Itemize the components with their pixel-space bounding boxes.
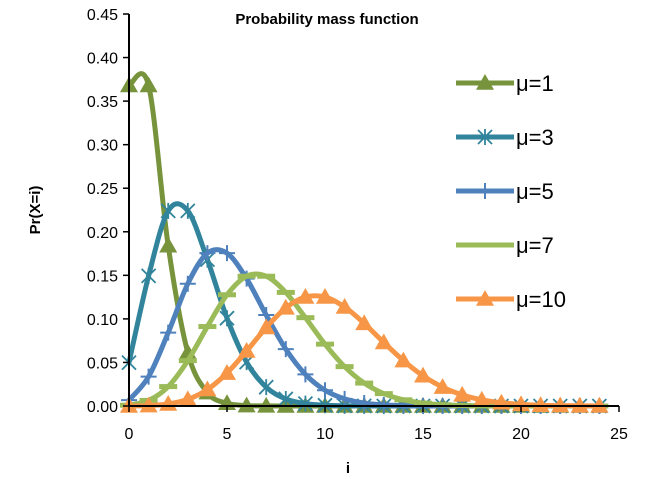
data-point — [335, 297, 354, 314]
legend-item: μ=7 — [456, 233, 554, 258]
x-axis-title: i — [346, 460, 350, 477]
data-point — [179, 275, 196, 292]
axes-layer — [128, 14, 619, 407]
data-point — [551, 396, 570, 413]
data-point — [180, 202, 196, 219]
data-point — [296, 315, 315, 321]
legend-label: μ=10 — [516, 287, 566, 312]
legend-marker — [477, 183, 493, 199]
data-point — [140, 267, 157, 284]
series-line — [126, 293, 602, 409]
data-point — [472, 390, 491, 407]
data-point — [414, 366, 432, 383]
data-point — [218, 292, 236, 298]
data-point — [159, 384, 178, 390]
data-point — [590, 396, 609, 413]
data-point — [257, 318, 276, 335]
data-point — [336, 390, 353, 407]
legend-item: μ=3 — [456, 125, 554, 150]
y-tick-label: 0.00 — [87, 399, 118, 416]
data-point — [394, 351, 413, 368]
data-point — [160, 202, 176, 219]
data-point — [219, 245, 235, 262]
data-point — [375, 396, 392, 413]
data-point — [355, 314, 374, 331]
data-point — [198, 324, 217, 330]
x-tick-label: 25 — [610, 426, 628, 443]
data-point — [140, 368, 157, 385]
data-point — [356, 395, 373, 412]
y-tick-label: 0.35 — [87, 94, 118, 111]
legend-marker — [477, 129, 493, 145]
data-point — [394, 397, 413, 403]
legend-marker — [476, 242, 494, 248]
data-point — [414, 400, 432, 406]
data-point — [335, 364, 354, 370]
y-tick-label: 0.15 — [87, 268, 118, 285]
data-point — [512, 395, 530, 412]
data-point — [218, 364, 236, 380]
data-point — [316, 288, 334, 304]
data-point — [531, 396, 550, 412]
data-point — [317, 382, 333, 399]
data-point — [159, 236, 178, 253]
data-point — [355, 380, 374, 386]
data-point — [178, 358, 197, 364]
legend-label: μ=5 — [516, 179, 554, 204]
data-point — [433, 402, 452, 408]
data-point — [198, 380, 217, 397]
data-point — [258, 379, 274, 396]
legend: μ=1 μ=3 μ=5 μ=7 μ=10 — [456, 71, 566, 312]
data-point — [139, 396, 158, 413]
y-axis-title: Pr(X=i) — [27, 186, 44, 235]
legend-item: μ=1 — [456, 71, 554, 96]
data-point — [139, 76, 158, 93]
legend-item: μ=5 — [456, 179, 554, 204]
legend-label: μ=7 — [516, 233, 554, 258]
data-point — [257, 396, 276, 413]
data-point — [219, 310, 235, 327]
data-point — [374, 333, 393, 350]
x-tick-label: 0 — [125, 426, 134, 443]
data-point — [570, 396, 589, 413]
data-point — [160, 324, 177, 341]
series-5 — [120, 288, 609, 413]
legend-marker — [476, 74, 494, 90]
data-point — [316, 341, 334, 347]
x-tick-label: 10 — [316, 426, 334, 443]
data-point — [237, 396, 256, 413]
data-point — [257, 273, 276, 279]
legend-label: μ=1 — [516, 71, 554, 96]
data-point — [278, 390, 294, 407]
x-tick-label: 15 — [414, 426, 432, 443]
chart-title: Probability mass function — [235, 11, 418, 28]
data-point — [178, 390, 197, 407]
data-point — [237, 342, 256, 358]
data-point — [433, 378, 452, 394]
x-tick-label: 20 — [512, 426, 530, 443]
legend-item: μ=10 — [456, 287, 566, 312]
y-tick-label: 0.25 — [87, 181, 118, 198]
y-tick-label: 0.45 — [87, 7, 118, 24]
data-point — [297, 366, 314, 383]
y-tick-label: 0.05 — [87, 355, 118, 372]
legend-marker — [476, 290, 494, 306]
data-point — [453, 385, 472, 402]
y-tick-label: 0.30 — [87, 138, 118, 155]
data-point — [199, 245, 216, 262]
data-point — [296, 288, 315, 304]
legend-label: μ=3 — [516, 125, 554, 150]
x-tick-label: 5 — [223, 426, 232, 443]
data-point — [374, 391, 393, 397]
y-tick-label: 0.40 — [87, 51, 118, 68]
y-tick-label: 0.20 — [87, 225, 118, 242]
data-point — [276, 289, 295, 295]
data-point — [237, 273, 256, 279]
data-point — [277, 341, 294, 358]
ticks-layer: 0.00 0.05 0.10 0.15 0.20 0.25 0.30 0.35 0.40 0.45… — [87, 7, 628, 443]
data-point — [276, 298, 295, 315]
y-tick-label: 0.10 — [87, 312, 118, 329]
data-point — [297, 395, 314, 412]
